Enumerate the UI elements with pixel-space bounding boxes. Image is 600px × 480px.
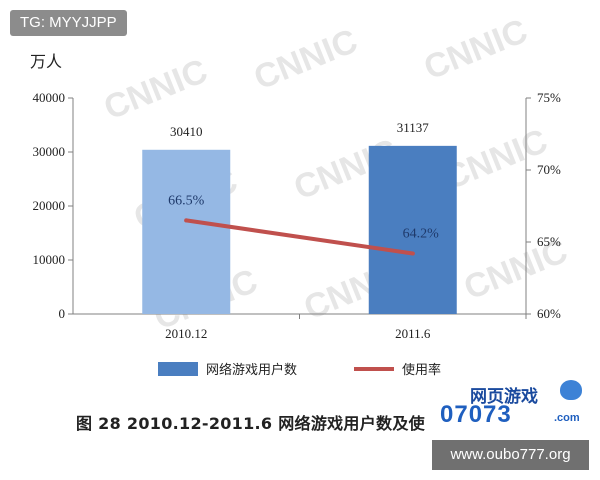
right-tick-label: 60% [537,306,561,321]
left-tick-label: 40000 [33,90,66,105]
logo-number: 07073 [440,401,512,428]
left-tick-group: 40000 30000 20000 10000 0 [33,90,73,321]
site-logo: 网页游戏 07073 .com [436,376,586,434]
url-badge: www.oubo777.org [432,440,589,470]
left-tick-label: 0 [59,306,66,321]
watermark-tag: TG: MYYJJPP [10,10,127,36]
rate-line [184,218,415,256]
rate-point [184,218,189,223]
left-tick-label: 20000 [33,198,66,213]
right-tick-label: 70% [537,162,561,177]
logo-domain: .com [554,412,580,424]
bar-value-label: 31137 [397,120,430,135]
figure-caption: 图 28 2010.12-2011.6 网络游戏用户数及使 [76,414,425,433]
rate-point [410,251,415,256]
category-label-group: 2010.12 2011.6 [165,314,527,341]
legend-swatch-bar [158,362,198,376]
svg-text:CNNIC: CNNIC [99,52,213,128]
legend-label-line: 使用率 [402,362,441,378]
category-label: 2011.6 [395,326,431,341]
right-tick-group: 75% 70% 65% 60% [526,90,561,321]
right-tick-label: 75% [537,90,561,105]
rate-value-label: 66.5% [168,193,205,208]
bar-value-label: 30410 [170,124,203,139]
category-label: 2010.12 [165,326,207,341]
right-tick-label: 65% [537,234,561,249]
mascot-icon [560,380,582,400]
left-tick-label: 10000 [33,252,66,267]
legend-label-bar: 网络游戏用户数 [206,362,297,378]
svg-text:CNNIC: CNNIC [419,12,533,88]
legend: 网络游戏用户数 使用率 [158,362,441,378]
rate-value-label: 64.2% [403,227,440,242]
y-axis-unit: 万人 [30,52,63,71]
logo-cn-text: 网页游戏 [470,387,538,407]
left-tick-label: 30000 [33,144,66,159]
line-group: 66.5% 64.2% [168,193,440,256]
svg-text:CNNIC: CNNIC [249,22,363,98]
bar [142,149,231,314]
bar-group: 30410 31137 [142,120,457,314]
bar [368,145,457,314]
